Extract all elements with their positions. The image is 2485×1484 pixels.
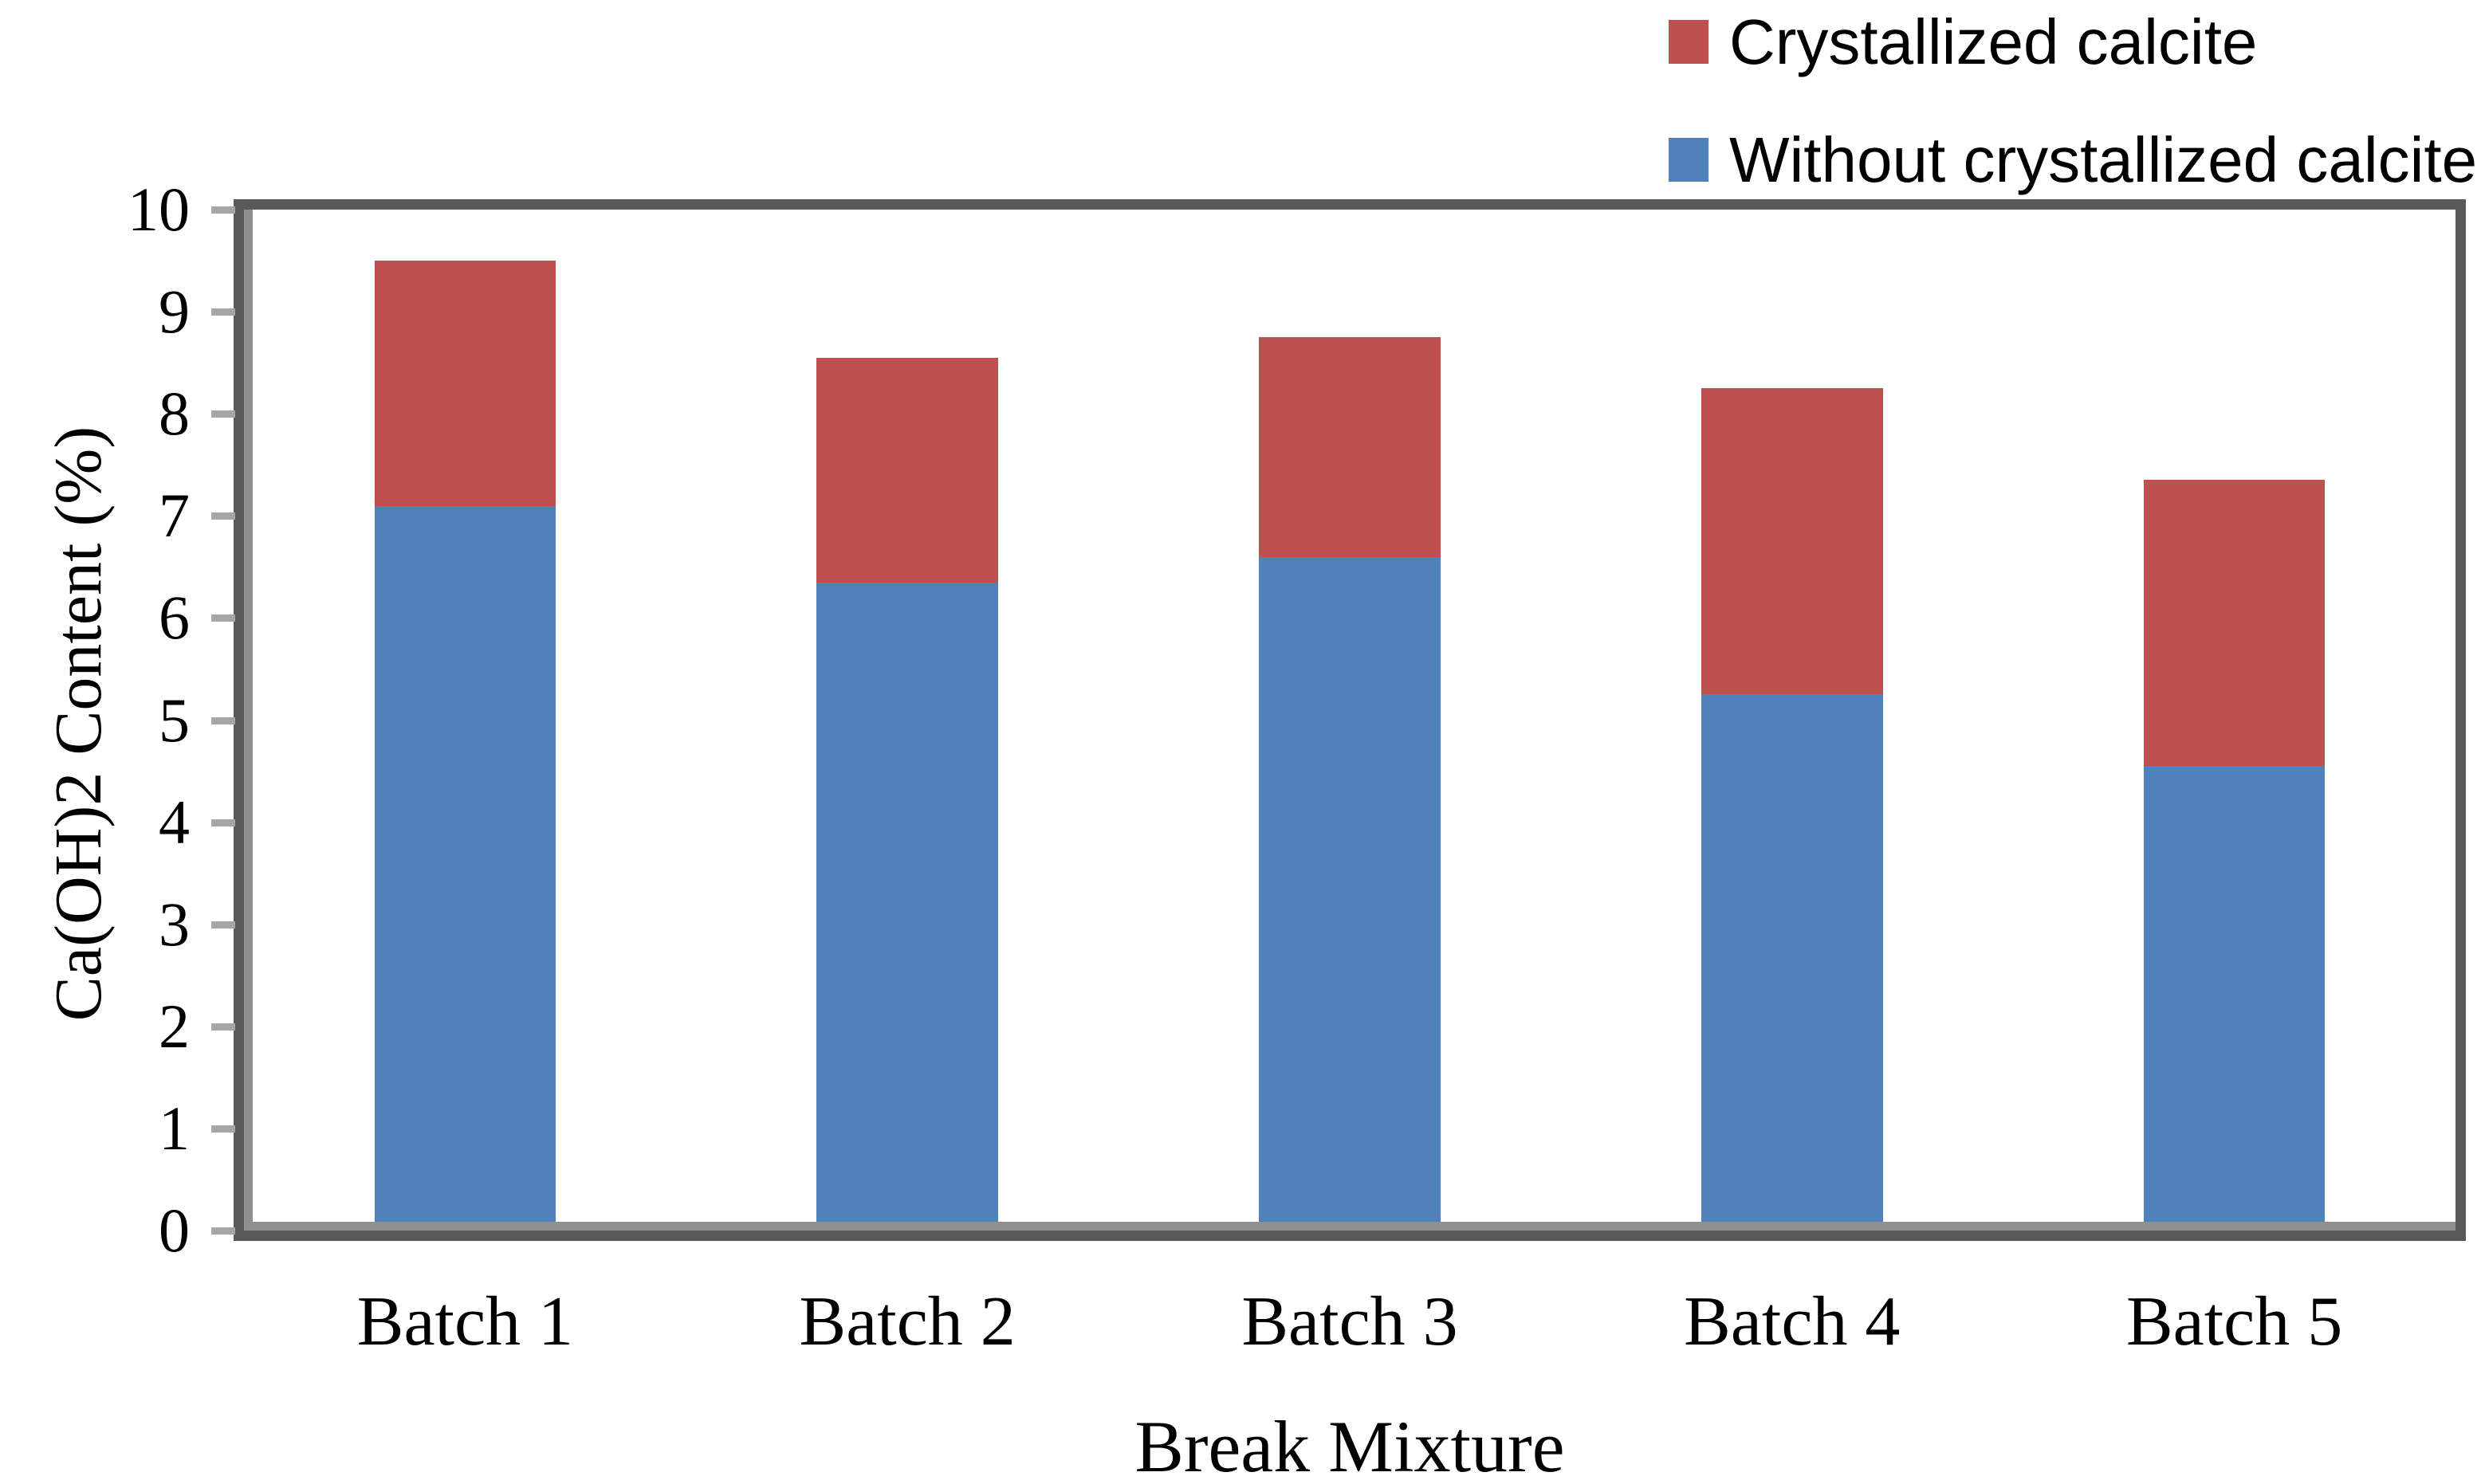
x-category-label: Batch 2: [799, 1283, 1016, 1360]
x-category-label: Batch 3: [1241, 1283, 1458, 1360]
legend-label: Crystallized calcite: [1729, 6, 2258, 77]
y-tick-label: 3: [159, 889, 190, 959]
frame-bevel-bottom: [244, 1222, 2456, 1231]
legend-label: Without crystallized calcite: [1729, 124, 2478, 195]
y-tick: [211, 1227, 235, 1235]
y-tick-label: 10: [128, 175, 190, 244]
y-tick: [211, 1023, 235, 1031]
x-axis-title: Break Mixture: [1134, 1406, 1565, 1484]
y-tick: [211, 819, 235, 826]
bar-segment-crystallized-calcite: [1259, 337, 1441, 557]
y-tick: [211, 206, 235, 214]
y-tick: [211, 716, 235, 724]
bar-segment-without-crystallized-calcite: [816, 582, 998, 1231]
bar-segment-without-crystallized-calcite: [1259, 556, 1441, 1231]
y-tick-label: 2: [159, 991, 190, 1061]
y-tick: [211, 308, 235, 316]
bar-segment-crystallized-calcite: [2143, 480, 2326, 767]
legend-item-crystallized-calcite: Crystallized calcite: [1669, 6, 2257, 78]
x-category-label: Batch 1: [356, 1283, 574, 1360]
bar-batch-5: [2143, 210, 2326, 1231]
y-tick-label: 1: [159, 1093, 190, 1163]
frame-bevel-left: [244, 210, 253, 1231]
legend-swatch-red: [1669, 20, 1708, 65]
bar-segment-without-crystallized-calcite: [374, 505, 556, 1231]
y-tick-label: 7: [159, 481, 190, 551]
y-tick-label: 5: [159, 685, 190, 755]
bar-segment-without-crystallized-calcite: [1701, 694, 1883, 1231]
y-tick-label: 0: [159, 1195, 190, 1265]
bar-segment-crystallized-calcite: [816, 357, 998, 583]
x-category-label: Batch 5: [2125, 1283, 2343, 1360]
bar-batch-3: [1259, 210, 1441, 1231]
bar-segment-without-crystallized-calcite: [2143, 766, 2326, 1231]
y-tick-label: 9: [159, 277, 190, 347]
y-tick: [211, 921, 235, 928]
y-tick-label: 4: [159, 787, 190, 857]
legend-item-without-crystallized-calcite: Without crystallized calcite: [1669, 124, 2477, 196]
y-tick: [211, 512, 235, 520]
plot-frame: [234, 199, 2466, 1241]
y-tick-label: 8: [159, 379, 190, 449]
bar-segment-crystallized-calcite: [1701, 388, 1883, 695]
x-category-label: Batch 4: [1684, 1283, 1901, 1360]
y-tick: [211, 410, 235, 418]
bar-batch-4: [1701, 210, 1883, 1231]
plot-area: [244, 210, 2456, 1231]
bar-batch-1: [374, 210, 556, 1231]
y-tick: [211, 1125, 235, 1133]
bar-segment-crystallized-calcite: [374, 261, 556, 506]
y-tick: [211, 614, 235, 622]
y-tick-label: 6: [159, 583, 190, 653]
bar-batch-2: [816, 210, 998, 1231]
legend-swatch-blue: [1669, 138, 1708, 183]
